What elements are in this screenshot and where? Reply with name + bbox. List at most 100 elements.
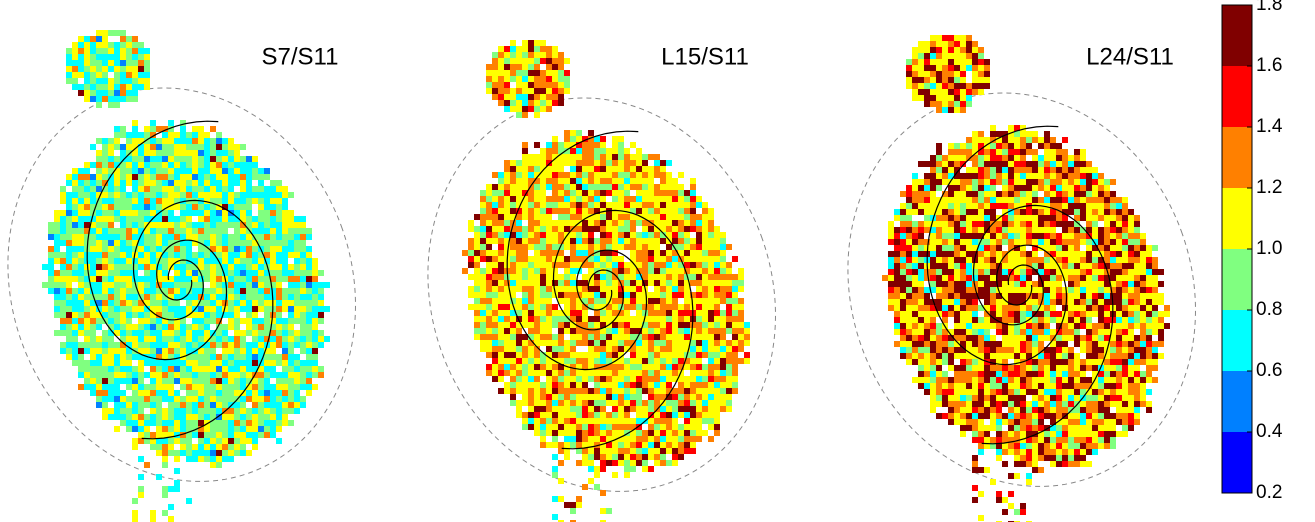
pixel [126, 270, 132, 276]
pixel [576, 358, 582, 364]
pixel [180, 276, 186, 282]
pixel [192, 318, 198, 324]
pixel [618, 442, 624, 448]
pixel [288, 306, 294, 312]
pixel [480, 220, 486, 226]
pixel [960, 353, 966, 359]
pixel [966, 47, 972, 53]
pixel [930, 317, 936, 323]
pixel [918, 275, 924, 281]
pixel [150, 342, 156, 348]
pixel [702, 364, 708, 370]
pixel [660, 388, 666, 394]
pixel [618, 262, 624, 268]
pixel [102, 396, 108, 402]
pixel [708, 262, 714, 268]
pixel [72, 228, 78, 234]
pixel [264, 420, 270, 426]
pixel [606, 382, 612, 388]
pixel [642, 172, 648, 178]
pixel [204, 246, 210, 252]
pixel [588, 202, 594, 208]
pixel [96, 150, 102, 156]
pixel [552, 454, 558, 460]
pixel [672, 280, 678, 286]
pixel [150, 258, 156, 264]
pixel [564, 148, 570, 154]
pixel [156, 294, 162, 300]
pixel [138, 336, 144, 342]
pixel [138, 402, 144, 408]
pixel [198, 150, 204, 156]
pixel [912, 269, 918, 275]
pixel [528, 346, 534, 352]
pixel [126, 258, 132, 264]
pixel [582, 388, 588, 394]
pixel [954, 395, 960, 401]
pixel [228, 198, 234, 204]
pixel [624, 166, 630, 172]
pixel [924, 347, 930, 353]
pixel [636, 388, 642, 394]
pixel [180, 162, 186, 168]
pixel [672, 346, 678, 352]
pixel [666, 226, 672, 232]
pixel [168, 348, 174, 354]
arm-contour [86, 120, 228, 361]
pixel [648, 430, 654, 436]
pixel [162, 354, 168, 360]
pixel [90, 246, 96, 252]
pixel [714, 418, 720, 424]
pixel [300, 312, 306, 318]
pixel [660, 292, 666, 298]
pixel [606, 412, 612, 418]
pixel [954, 251, 960, 257]
pixel [528, 70, 534, 76]
pixel [906, 245, 912, 251]
pixel [252, 330, 258, 336]
pixel [624, 208, 630, 214]
pixel [132, 90, 138, 96]
pixel [228, 168, 234, 174]
pixel [654, 328, 660, 334]
pixel [918, 209, 924, 215]
pixel [618, 322, 624, 328]
pixel [972, 221, 978, 227]
pixel [132, 234, 138, 240]
pixel [318, 342, 324, 348]
pixel [246, 294, 252, 300]
pixel [498, 304, 504, 310]
pixel [114, 426, 120, 432]
pixel [78, 66, 84, 72]
pixel [54, 276, 60, 282]
pixel [258, 222, 264, 228]
pixel [972, 203, 978, 209]
pixel [720, 340, 726, 346]
pixel [516, 334, 522, 340]
pixel [240, 408, 246, 414]
pixel [534, 154, 540, 160]
pixel [132, 414, 138, 420]
pixel [642, 340, 648, 346]
pixel [516, 238, 522, 244]
pixel [162, 252, 168, 258]
pixel [180, 414, 186, 420]
pixel [558, 94, 564, 100]
pixel [966, 371, 972, 377]
pixel [552, 76, 558, 82]
pixel [258, 180, 264, 186]
pixel [510, 262, 516, 268]
pixel [180, 306, 186, 312]
pixel [666, 286, 672, 292]
pixel [576, 250, 582, 256]
pixel [534, 268, 540, 274]
pixel [168, 120, 174, 126]
pixel [612, 424, 618, 430]
pixel [246, 210, 252, 216]
pixel [954, 191, 960, 197]
pixel [282, 222, 288, 228]
pixel [552, 472, 558, 478]
pixel [618, 136, 624, 142]
pixel [528, 316, 534, 322]
pixel [540, 208, 546, 214]
